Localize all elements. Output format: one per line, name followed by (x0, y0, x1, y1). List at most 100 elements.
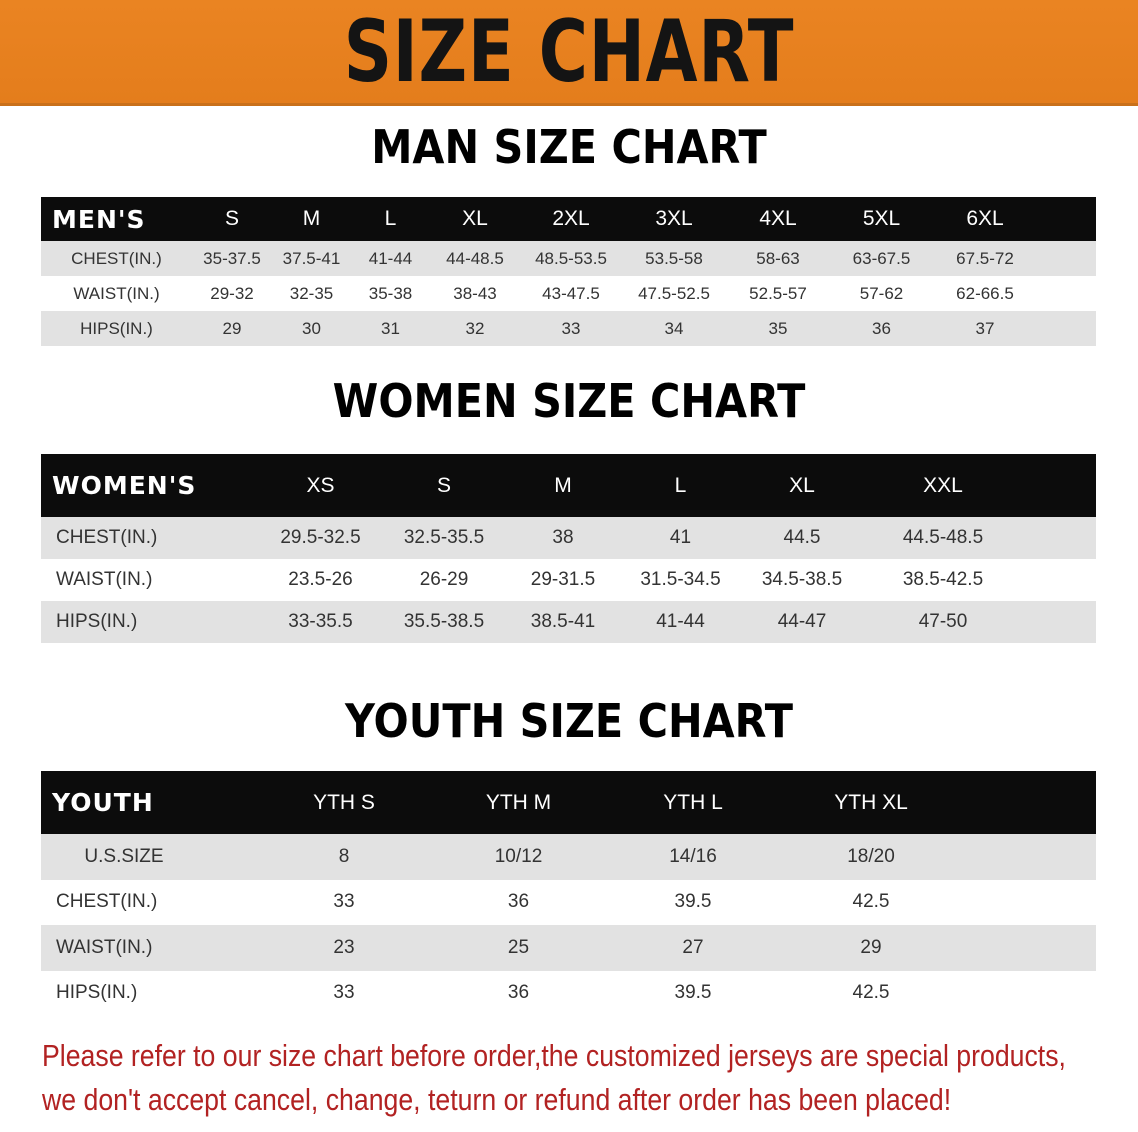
measurement-cell: 37.5-41 (282, 248, 341, 268)
size-column-header: YTH S (313, 790, 375, 814)
measurement-cell: 53.5-58 (645, 248, 703, 268)
table-row: HIPS(IN.) 33-35.5 35.5-38.5 38.5-41 41-44 44-… (41, 601, 1096, 643)
measurement-cell: 35-38 (368, 283, 413, 303)
measurement-cell: 58-63 (756, 248, 800, 268)
measurement-cell: 44-48.5 (446, 248, 504, 268)
size-column-header: XXL (923, 473, 963, 497)
measurement-cell: 31 (381, 318, 400, 338)
row-label: U.S.SIZE (84, 845, 164, 867)
measurement-cell: 47-50 (918, 611, 968, 632)
measurement-cell: 57-62 (859, 283, 904, 303)
size-column-header: L (674, 473, 687, 497)
measurement-cell: 36 (507, 982, 530, 1004)
row-label: HIPS(IN.) (56, 982, 138, 1004)
men-size-table: MEN'S S M L XL 2XL 3XL 4XL 5XL 6XL CHEST(IN.) 35-37… (41, 197, 1096, 346)
row-label: CHEST(IN.) (56, 891, 158, 913)
size-column-header: XL (462, 207, 488, 230)
measurement-cell: 26-29 (419, 569, 469, 590)
row-label: CHEST(IN.) (71, 248, 162, 268)
row-label: WAIST(IN.) (73, 283, 160, 303)
measurement-cell: 33 (333, 891, 355, 913)
table-row: HIPS(IN.) 33 36 39.5 42.5 (41, 970, 1096, 1016)
measurement-cell: 29-32 (210, 283, 254, 303)
measurement-cell: 18/20 (847, 845, 895, 867)
size-column-header: M (302, 207, 321, 230)
measurement-cell: 36 (507, 891, 530, 913)
measurement-cell: 44.5 (783, 527, 821, 548)
men-section-title: MAN SIZE CHART (371, 120, 767, 174)
measurement-cell: 33-35.5 (288, 611, 353, 632)
measurement-cell: 37 (975, 318, 995, 338)
table-header-row: MEN'S S M L XL 2XL 3XL 4XL 5XL 6XL (41, 197, 1096, 241)
table-row: WAIST(IN.) 23 25 27 29 (41, 925, 1096, 971)
table-row: WAIST(IN.) 23.5-26 26-29 29-31.5 31.5-34.5 34… (41, 559, 1096, 601)
measurement-cell: 33 (561, 318, 581, 338)
size-column-header: 4XL (759, 207, 797, 230)
measurement-cell: 23.5-26 (288, 569, 353, 590)
size-column-header: 5XL (862, 207, 901, 230)
measurement-cell: 39.5 (674, 982, 712, 1004)
size-column-header: S (224, 207, 239, 230)
measurement-cell: 38.5-41 (530, 611, 596, 632)
size-column-header: XL (789, 473, 815, 497)
measurement-cell: 42.5 (852, 891, 890, 913)
measurement-cell: 29.5-32.5 (280, 527, 361, 548)
row-label: WAIST(IN.) (56, 936, 153, 958)
size-chart-banner: SIZE CHART (0, 0, 1138, 106)
table-row: WAIST(IN.) 29-32 32-35 35-38 38-43 43-47.5 47.… (41, 276, 1096, 311)
size-column-header: S (436, 473, 451, 497)
measurement-cell: 48.5-53.5 (535, 248, 607, 268)
size-column-header: M (554, 473, 572, 497)
measurement-cell: 41 (669, 527, 692, 548)
measurement-cell: 29 (860, 936, 882, 958)
measurement-cell: 34 (664, 318, 684, 338)
measurement-cell: 32.5-35.5 (403, 527, 485, 548)
measurement-cell: 38 (552, 527, 574, 548)
size-column-header: 6XL (966, 207, 1004, 230)
row-label: HIPS(IN.) (56, 611, 138, 632)
size-column-header: 2XL (552, 207, 590, 230)
measurement-cell: 10/12 (494, 845, 543, 867)
size-column-header: YTH L (663, 790, 723, 814)
measurement-cell: 63-67.5 (852, 248, 911, 268)
measurement-cell: 8 (338, 845, 350, 867)
measurement-cell: 38.5-42.5 (902, 569, 984, 590)
measurement-cell: 35-37.5 (203, 248, 261, 268)
table-row: CHEST(IN.) 35-37.5 37.5-41 41-44 44-48.5 48.5… (41, 241, 1096, 276)
measurement-cell: 33 (333, 982, 355, 1004)
measurement-cell: 47.5-52.5 (638, 283, 710, 303)
measurement-cell: 67.5-72 (956, 248, 1014, 268)
measurement-cell: 14/16 (669, 845, 717, 867)
youth-size-table: YOUTH YTH S YTH M YTH L YTH XL U.S.SIZE 8 10/12… (41, 771, 1096, 1016)
measurement-cell: 38-43 (453, 283, 497, 303)
size-column-header: 3XL (655, 207, 693, 230)
youth-section-title: YOUTH SIZE CHART (345, 694, 793, 748)
table-heading: MEN'S (52, 204, 146, 234)
measurement-cell: 41-44 (656, 611, 705, 632)
measurement-cell: 44-47 (777, 611, 827, 632)
table-header-row: WOMEN'S XS S M L XL XXL (41, 454, 1096, 517)
size-column-header: YTH M (485, 790, 552, 814)
measurement-cell: 35.5-38.5 (403, 611, 485, 632)
measurement-cell: 44.5-48.5 (902, 527, 984, 548)
row-label: WAIST(IN.) (56, 569, 153, 590)
measurement-cell: 23 (333, 936, 355, 958)
measurement-cell: 29-31.5 (530, 569, 596, 590)
table-row: CHEST(IN.) 33 36 39.5 42.5 (41, 879, 1096, 925)
measurement-cell: 41-44 (368, 248, 413, 268)
measurement-cell: 34.5-38.5 (761, 569, 843, 590)
measurement-cell: 52.5-57 (749, 283, 807, 303)
order-notice-line-1: Please refer to our size chart before or… (42, 1038, 1066, 1073)
table-row: U.S.SIZE 8 10/12 14/16 18/20 (41, 834, 1096, 880)
measurement-cell: 32-35 (289, 283, 334, 303)
measurement-cell: 31.5-34.5 (640, 569, 721, 590)
measurement-cell: 39.5 (674, 891, 712, 913)
order-notice-line-2: we don't accept cancel, change, teturn o… (42, 1082, 952, 1117)
measurement-cell: 42.5 (852, 982, 890, 1004)
women-size-table: WOMEN'S XS S M L XL XXL CHEST(IN.) 29.5-32.5 32.5… (41, 454, 1096, 643)
size-column-header: YTH XL (834, 790, 908, 814)
table-row: CHEST(IN.) 29.5-32.5 32.5-35.5 38 41 44.5 44.5… (41, 517, 1096, 559)
table-heading: WOMEN'S (52, 471, 197, 500)
table-row: HIPS(IN.) 29 30 31 32 33 34 35 36 37 (41, 311, 1096, 346)
row-label: CHEST(IN.) (56, 527, 158, 548)
